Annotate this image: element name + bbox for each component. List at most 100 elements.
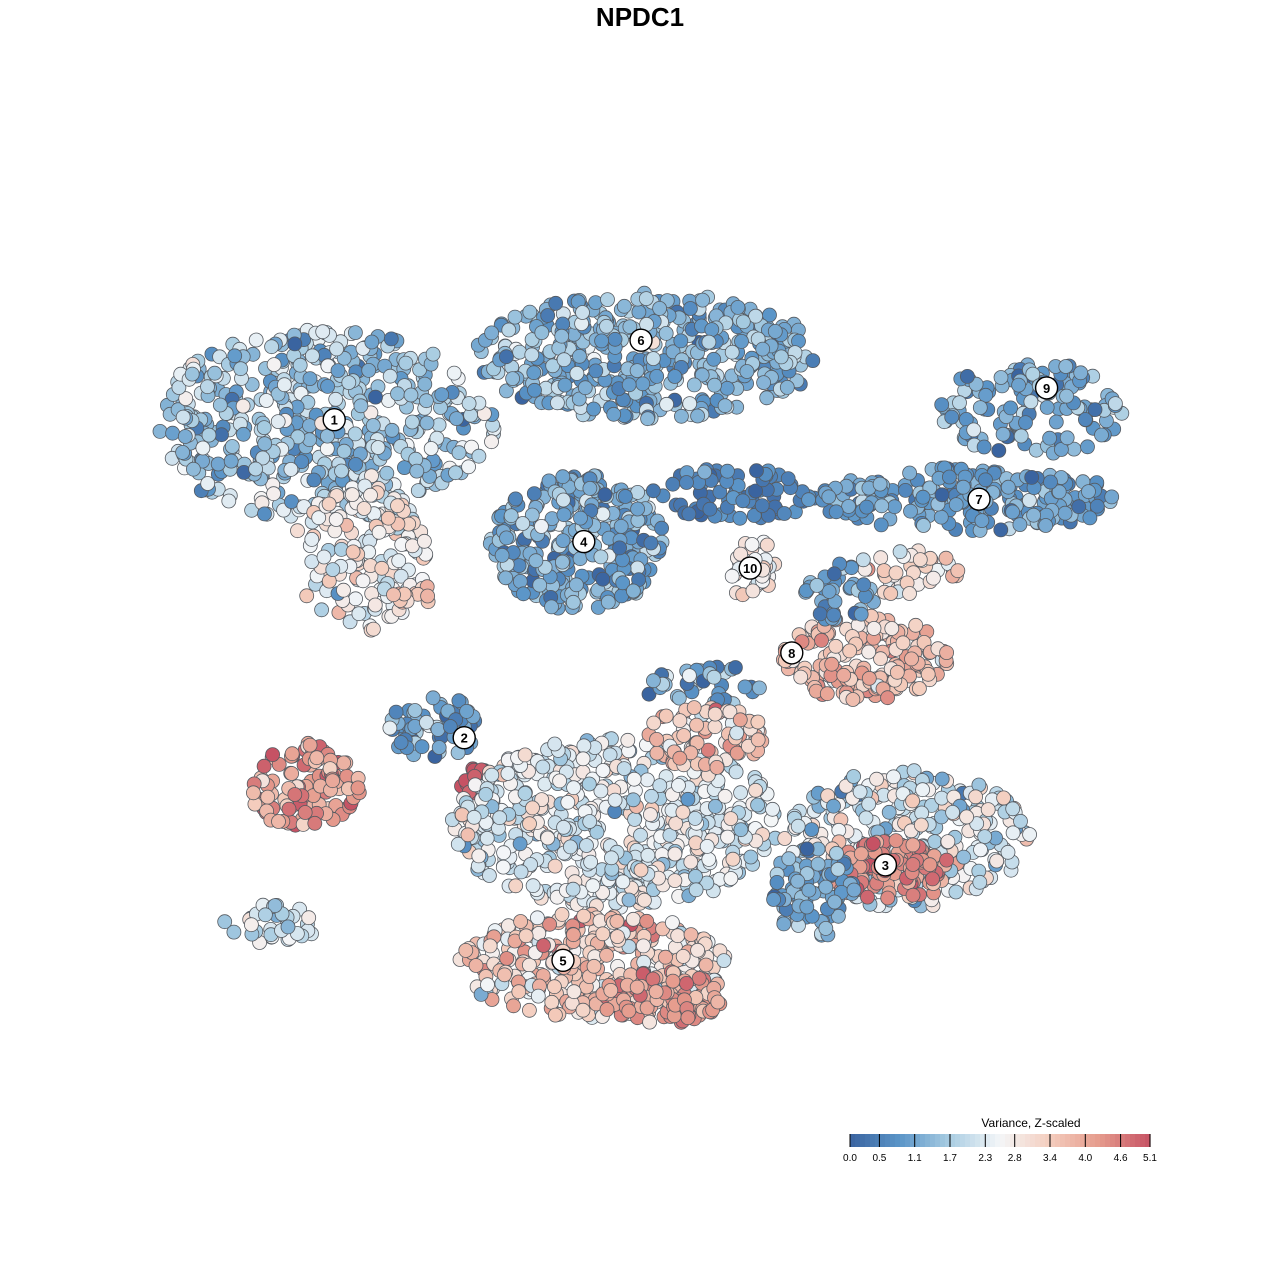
legend-color-segment: [965, 1134, 971, 1147]
data-point: [996, 790, 1011, 806]
data-point: [507, 309, 523, 325]
data-point: [690, 408, 705, 424]
data-point: [730, 299, 746, 315]
data-point: [517, 747, 533, 763]
data-point: [873, 517, 889, 533]
data-point: [599, 947, 614, 963]
data-point: [610, 929, 625, 944]
cluster-label-circle: [629, 328, 653, 352]
data-point: [371, 524, 387, 540]
legend-color-segment: [975, 1134, 981, 1147]
cluster-label-5: 5: [551, 948, 575, 972]
data-point: [364, 334, 380, 350]
data-point: [805, 353, 821, 369]
data-point: [497, 967, 512, 983]
data-point: [683, 301, 698, 316]
legend-color-segment: [910, 1134, 916, 1147]
legend-color-segment: [990, 1134, 996, 1147]
data-point: [830, 861, 846, 877]
data-point: [1082, 510, 1098, 526]
data-point: [968, 789, 983, 805]
data-point: [695, 292, 710, 308]
data-point: [621, 377, 637, 393]
data-point: [344, 487, 360, 503]
data-point: [407, 703, 423, 718]
data-point: [581, 776, 597, 792]
legend-color-segment: [1100, 1134, 1106, 1147]
data-point: [993, 370, 1009, 385]
legend-color-segment: [895, 1134, 901, 1147]
data-point: [257, 907, 273, 923]
data-point: [643, 535, 659, 551]
data-point: [307, 815, 323, 831]
color-legend: Variance, Z-scaled 0.0 0.5 1.1 1.7 2.3 2.8 3.4…: [843, 1116, 1157, 1164]
data-point: [680, 1010, 696, 1026]
data-point: [940, 834, 956, 849]
data-point: [284, 746, 300, 762]
legend-color-segment: [1060, 1134, 1066, 1147]
data-point: [1025, 366, 1041, 382]
data-point: [993, 522, 1009, 538]
data-point: [688, 882, 704, 898]
data-point: [563, 839, 578, 855]
data-point: [353, 398, 369, 414]
legend-color-segment: [1015, 1134, 1021, 1147]
legend-tick-label: 5.1: [1143, 1153, 1157, 1164]
data-point: [648, 984, 664, 1000]
data-point: [328, 512, 344, 527]
data-point: [915, 782, 930, 798]
data-point: [884, 621, 900, 636]
data-point: [556, 507, 572, 523]
data-point: [670, 928, 686, 944]
legend-tick-label: 2.8: [1008, 1153, 1022, 1164]
data-point: [525, 878, 541, 894]
data-point: [707, 706, 723, 722]
legend-tick-label: 0.0: [843, 1153, 857, 1164]
legend-color-segment: [860, 1134, 866, 1147]
data-point: [235, 398, 251, 414]
legend-color-segment: [1120, 1134, 1126, 1147]
data-point: [716, 953, 732, 968]
data-point: [812, 606, 828, 622]
cluster-label-circle: [1034, 376, 1059, 400]
data-point: [756, 375, 771, 391]
data-point: [697, 464, 712, 480]
data-point: [484, 434, 499, 450]
data-point: [966, 422, 982, 438]
data-point: [905, 793, 920, 809]
data-point: [654, 520, 669, 536]
legend-tick-label: 4.0: [1078, 1153, 1092, 1164]
cluster-label-text: 4: [580, 535, 588, 550]
data-point: [658, 949, 673, 965]
data-point: [200, 476, 216, 491]
data-point: [1022, 827, 1037, 842]
data-point: [1005, 801, 1021, 817]
cluster-label-text: 6: [637, 333, 644, 348]
data-point: [270, 414, 286, 430]
data-point: [544, 599, 559, 615]
cluster-label-circle: [873, 853, 898, 877]
legend-color-segment: [950, 1134, 956, 1147]
data-point: [622, 319, 638, 335]
data-point: [712, 484, 728, 500]
data-point: [233, 361, 249, 377]
data-point: [528, 553, 544, 569]
data-point: [304, 348, 320, 364]
data-point: [776, 506, 792, 521]
legend-color-segment: [970, 1134, 976, 1147]
data-point: [255, 450, 271, 466]
data-point: [639, 1000, 655, 1016]
cluster-label-4: 4: [572, 529, 596, 554]
data-point: [671, 778, 686, 793]
data-point: [302, 418, 317, 434]
data-point: [306, 472, 322, 488]
data-point: [826, 798, 841, 814]
data-point: [880, 690, 895, 706]
legend-color-segment: [1020, 1134, 1026, 1147]
cluster-label-circle: [452, 726, 476, 750]
data-point: [217, 914, 233, 930]
data-point: [569, 365, 585, 381]
data-point: [883, 586, 899, 601]
data-point: [468, 958, 484, 973]
data-point: [729, 745, 745, 761]
